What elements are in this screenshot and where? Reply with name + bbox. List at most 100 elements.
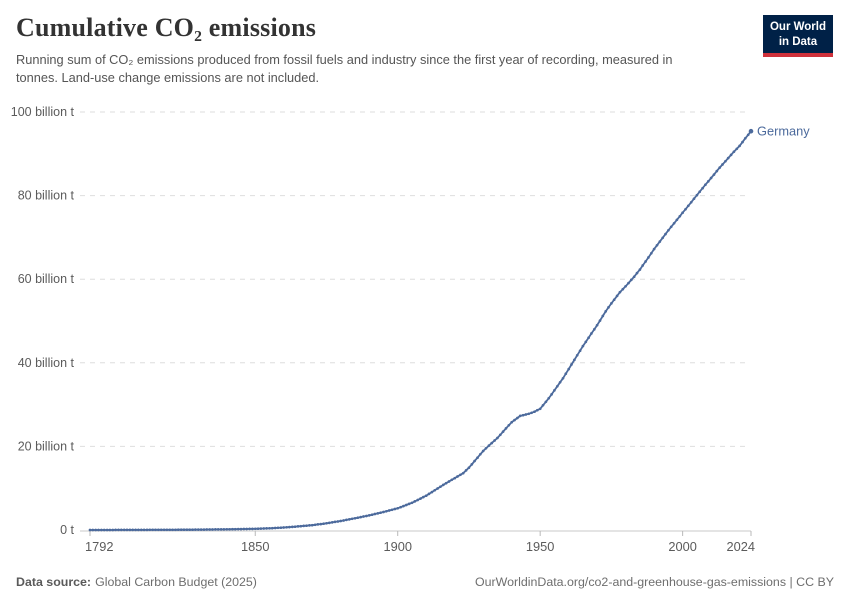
data-point (228, 527, 231, 531)
data-point (724, 159, 727, 163)
data-point (735, 147, 739, 151)
data-point (541, 403, 545, 407)
data-point (433, 488, 437, 492)
data-point (139, 528, 143, 532)
data-point (168, 528, 172, 532)
data-point (547, 396, 551, 400)
data-point (706, 180, 710, 183)
data-point (384, 509, 388, 513)
data-point (701, 186, 704, 190)
data-point (675, 218, 679, 222)
y-axis-tick-label: 40 billion t (18, 356, 75, 370)
data-point (296, 525, 300, 528)
data-point (159, 528, 163, 532)
data-point (692, 197, 696, 201)
data-point (313, 523, 317, 527)
data-point (137, 528, 140, 532)
data-point (464, 469, 468, 472)
data-point (191, 528, 194, 532)
data-point (88, 528, 92, 532)
data-point (382, 510, 385, 514)
entity-label-germany[interactable]: Germany (757, 124, 810, 139)
data-point (342, 519, 345, 522)
data-point (550, 393, 553, 396)
data-point (91, 528, 95, 532)
data-point (288, 525, 291, 529)
data-point (402, 504, 405, 508)
data-point (410, 501, 414, 505)
data-point (154, 528, 157, 532)
data-point (618, 290, 622, 294)
data-point (122, 528, 126, 532)
data-point (242, 527, 246, 531)
data-point (333, 520, 337, 524)
data-point (362, 515, 365, 518)
data-point (629, 278, 633, 282)
data-point (413, 500, 417, 503)
data-point (327, 521, 331, 525)
data-point (484, 446, 488, 450)
data-point (504, 427, 508, 430)
data-point (524, 413, 528, 416)
data-point (715, 169, 719, 173)
data-point (302, 524, 306, 528)
data-point (453, 476, 457, 480)
data-point (162, 528, 166, 532)
data-point (592, 328, 596, 331)
data-point (202, 528, 206, 531)
data-point (478, 452, 482, 456)
data-point (262, 527, 266, 530)
data-point (684, 207, 687, 211)
data-point (467, 466, 471, 470)
data-point (350, 517, 354, 521)
attribution-link[interactable]: OurWorldinData.org/co2-and-greenhouse-ga… (474, 575, 834, 589)
data-point (450, 478, 454, 482)
data-point (293, 525, 297, 529)
x-axis-tick-label: 1900 (383, 539, 411, 554)
series-line[interactable] (90, 130, 752, 531)
data-point (496, 436, 499, 440)
data-point (253, 527, 257, 531)
data-point (644, 260, 647, 263)
data-point (513, 418, 516, 422)
data-point (521, 413, 525, 417)
data-point (379, 511, 382, 515)
data-point (621, 287, 625, 291)
data-point (299, 524, 303, 528)
chart-title: Cumulative CO₂ emissions (16, 13, 317, 42)
data-point (399, 505, 402, 509)
data-point (396, 506, 400, 510)
data-point (179, 528, 183, 532)
data-point (285, 525, 288, 529)
data-point (681, 211, 684, 215)
data-point (604, 310, 608, 313)
data-point (741, 140, 744, 144)
data-point (553, 389, 556, 392)
data-point (743, 136, 747, 140)
y-axis-tick-label: 0 t (60, 523, 74, 537)
series-germany[interactable] (88, 128, 754, 532)
data-point (268, 526, 271, 530)
owid-logo[interactable]: Our World in Data (762, 15, 833, 58)
data-point (245, 527, 249, 531)
data-point (305, 524, 308, 528)
data-point (182, 528, 186, 532)
data-point (196, 528, 200, 531)
data-source-label: Data source: (16, 575, 92, 589)
data-point (430, 490, 434, 494)
data-point (459, 473, 462, 477)
series-end-marker (748, 128, 754, 134)
data-point (538, 407, 542, 411)
data-point (590, 332, 593, 335)
data-point (108, 528, 112, 532)
x-axis-tick-label: 2024 (727, 539, 755, 554)
chart-footer: Data source: Global Carbon Budget (2025) … (16, 575, 834, 589)
data-point (370, 513, 374, 517)
data-point (561, 376, 565, 380)
data-point (575, 353, 579, 357)
data-source-value: Global Carbon Budget (2025) (95, 575, 257, 589)
owid-logo-line1: Our World (769, 21, 826, 33)
data-point (310, 523, 314, 527)
data-point (322, 522, 325, 526)
data-point (721, 163, 724, 166)
